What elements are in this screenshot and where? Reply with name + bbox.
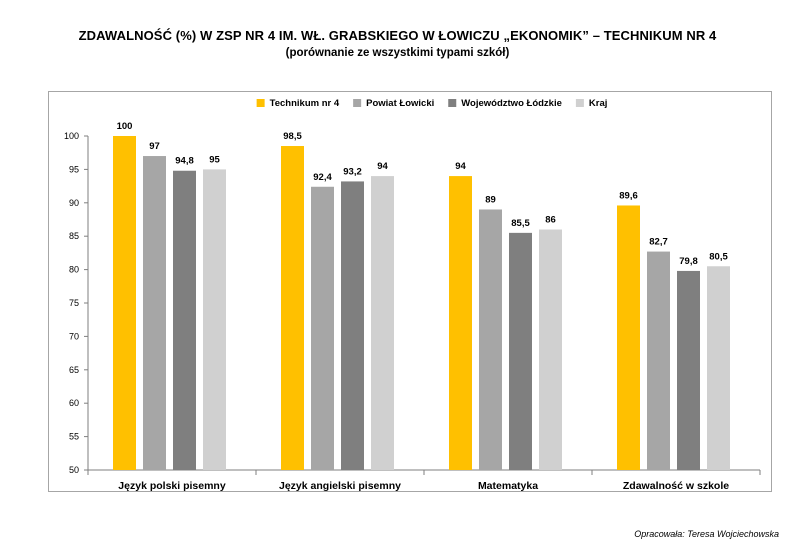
legend-label: Kraj xyxy=(589,98,607,109)
y-tick-label: 65 xyxy=(69,365,79,375)
data-label: 86 xyxy=(545,215,556,226)
y-tick-label: 70 xyxy=(69,331,79,341)
bar xyxy=(539,229,562,470)
legend-swatch xyxy=(575,99,584,107)
x-tick-label: Język polski pisemny xyxy=(118,480,226,492)
legend-swatch xyxy=(256,99,265,107)
x-tick-label: Matematyka xyxy=(478,480,538,492)
y-tick-label: 75 xyxy=(69,298,79,308)
chart-frame xyxy=(48,91,772,492)
data-label: 95 xyxy=(209,154,220,165)
x-tick-label: Język angielski pisemny xyxy=(279,480,401,492)
y-tick-label: 85 xyxy=(69,231,79,241)
y-tick-label: 100 xyxy=(64,131,79,141)
y-tick-label: 50 xyxy=(69,465,79,475)
data-label: 92,4 xyxy=(313,172,332,183)
y-tick-label: 55 xyxy=(69,432,79,442)
bar xyxy=(617,205,640,471)
bar xyxy=(479,209,502,471)
data-label: 94,8 xyxy=(175,156,194,167)
bar xyxy=(143,156,166,471)
data-label: 79,8 xyxy=(679,256,698,267)
legend-label: Powiat Łowicki xyxy=(366,98,434,109)
data-label: 93,2 xyxy=(343,166,362,177)
data-label: 94 xyxy=(377,161,388,172)
author-credit: Opracowała: Teresa Wojciechowska xyxy=(634,529,779,539)
data-label: 100 xyxy=(117,121,133,132)
y-tick-label: 80 xyxy=(69,265,79,275)
bar xyxy=(371,176,394,470)
data-label: 80,5 xyxy=(709,251,728,262)
legend-label: Województwo Łódzkie xyxy=(461,98,562,109)
data-label: 89,6 xyxy=(619,190,638,201)
y-tick-label: 60 xyxy=(69,398,79,408)
bar xyxy=(647,251,670,470)
bar xyxy=(173,170,196,470)
bar xyxy=(311,186,334,470)
data-label: 82,7 xyxy=(649,237,668,248)
y-tick-label: 95 xyxy=(69,164,79,174)
legend-swatch xyxy=(353,99,362,107)
bar xyxy=(341,181,364,470)
bar xyxy=(281,146,304,470)
data-label: 98,5 xyxy=(283,131,302,142)
data-label: 94 xyxy=(455,161,466,172)
legend-label: Technikum nr 4 xyxy=(270,98,340,109)
bar xyxy=(509,232,532,470)
bar xyxy=(203,169,226,470)
bar xyxy=(677,270,700,470)
x-tick-label: Zdawalność w szkole xyxy=(623,480,729,492)
data-label: 85,5 xyxy=(511,218,530,229)
data-label: 89 xyxy=(485,194,496,205)
bar xyxy=(707,266,730,470)
bar xyxy=(449,176,472,470)
chart-title: ZDAWALNOŚĆ (%) W ZSP NR 4 IM. WŁ. GRABSK… xyxy=(78,28,717,43)
legend-swatch xyxy=(448,99,457,107)
bar xyxy=(113,136,136,470)
chart-subtitle: (porównanie ze wszystkimi typami szkół) xyxy=(285,47,510,59)
y-tick-label: 90 xyxy=(69,198,79,208)
data-label: 97 xyxy=(149,141,160,152)
